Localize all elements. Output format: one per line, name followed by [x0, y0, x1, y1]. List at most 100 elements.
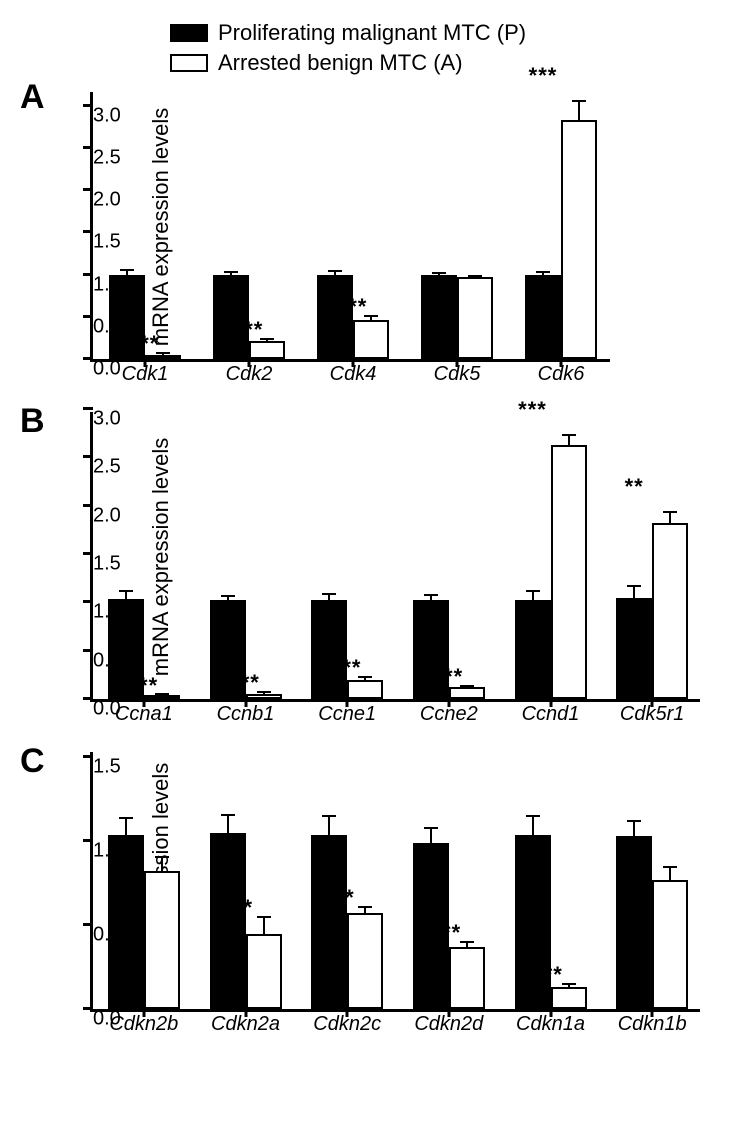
error-bar [466, 686, 468, 690]
error-bar [126, 270, 128, 277]
error-cap [119, 817, 133, 819]
error-bar [633, 586, 635, 601]
error-cap [221, 595, 235, 597]
error-cap [156, 352, 170, 354]
legend: Proliferating malignant MTC (P) Arrested… [170, 20, 728, 76]
error-cap [224, 271, 238, 273]
error-cap [460, 941, 474, 943]
error-bar [438, 273, 440, 277]
error-cap [328, 270, 342, 272]
bar-a [246, 694, 282, 699]
x-tick-label: Ccne2 [420, 703, 478, 726]
bar-p [515, 835, 551, 1009]
y-tick [83, 146, 93, 149]
error-bar [125, 818, 127, 836]
bar-group [210, 600, 282, 699]
error-cap [424, 594, 438, 596]
error-cap [572, 100, 586, 102]
y-tick [83, 230, 93, 233]
bar-a [145, 355, 181, 359]
error-cap [562, 434, 576, 436]
plot-area: 0.00.51.01.52.02.53.0Ccna1Ccnb1Ccne1Ccne… [90, 412, 700, 702]
x-tick-label: Cdk5r1 [620, 703, 684, 726]
error-bar [328, 816, 330, 836]
y-tick [83, 649, 93, 652]
bar-group [616, 523, 688, 699]
bar-p [413, 843, 449, 1009]
error-bar [263, 692, 265, 696]
error-cap [322, 815, 336, 817]
chart-wrap: mRNA expression levels0.00.51.01.52.02.5… [90, 412, 728, 702]
bar-group [413, 600, 485, 699]
panel-letter: C [20, 742, 45, 781]
bar-p [210, 833, 246, 1009]
error-cap [627, 820, 641, 822]
error-cap [155, 693, 169, 695]
y-tick [83, 407, 93, 410]
y-tick [83, 600, 93, 603]
x-tick-label: Cdk5 [434, 363, 481, 386]
error-bar [227, 815, 229, 835]
error-bar [125, 591, 127, 602]
error-bar [161, 694, 163, 697]
x-tick-label: Cdk6 [538, 363, 585, 386]
bar-group [108, 599, 180, 699]
bar-group [311, 600, 383, 699]
bar-group [109, 275, 181, 359]
error-cap [257, 916, 271, 918]
error-bar [466, 942, 468, 949]
y-tick [83, 273, 93, 276]
bars-layer [93, 92, 610, 359]
error-cap [155, 856, 169, 858]
bar-group [210, 833, 282, 1009]
panel-letter: B [20, 402, 45, 441]
legend-label-p: Proliferating malignant MTC (P) [218, 20, 526, 46]
x-tick-label: Cdk4 [330, 363, 377, 386]
y-tick [83, 315, 93, 318]
error-bar [430, 595, 432, 603]
x-tick-label: Cdkn1b [618, 1013, 687, 1036]
bars-layer [93, 752, 700, 1009]
x-tick-label: Ccnd1 [522, 703, 580, 726]
panel-b: BmRNA expression levels0.00.51.01.52.02.… [20, 408, 728, 736]
x-tick-label: Cdkn1a [516, 1013, 585, 1036]
error-bar [334, 271, 336, 278]
error-bar [532, 591, 534, 603]
bar-group [515, 835, 587, 1009]
figure-root: Proliferating malignant MTC (P) Arrested… [20, 20, 728, 1046]
error-bar [230, 272, 232, 277]
error-cap [562, 983, 576, 985]
bar-a [353, 320, 389, 359]
bar-p [213, 275, 249, 359]
error-cap [432, 272, 446, 274]
bar-a [551, 445, 587, 699]
error-cap [536, 271, 550, 273]
error-bar [328, 594, 330, 603]
bar-a [457, 277, 493, 359]
error-bar [364, 677, 366, 682]
bar-p [616, 836, 652, 1009]
error-cap [257, 691, 271, 693]
error-bar [633, 821, 635, 838]
bar-p [311, 600, 347, 699]
error-cap [460, 685, 474, 687]
bar-a [561, 120, 597, 359]
bar-a [249, 341, 285, 359]
error-cap [468, 275, 482, 277]
bar-group [108, 835, 180, 1009]
error-bar [370, 316, 372, 322]
error-bar [161, 857, 163, 874]
error-cap [322, 593, 336, 595]
error-cap [424, 827, 438, 829]
y-tick [83, 357, 93, 360]
chart-wrap: mRNA expression levels0.00.51.01.52.02.5… [90, 92, 728, 362]
bar-p [108, 599, 144, 699]
bar-a [551, 987, 587, 1009]
error-bar [227, 596, 229, 603]
bar-a [347, 680, 383, 699]
bar-a [652, 880, 688, 1009]
bar-a [144, 695, 180, 699]
y-tick [83, 104, 93, 107]
bar-p [311, 835, 347, 1009]
plot-area: 0.00.51.01.52.02.53.0Cdk1Cdk2Cdk4Cdk5Cdk… [90, 92, 610, 362]
